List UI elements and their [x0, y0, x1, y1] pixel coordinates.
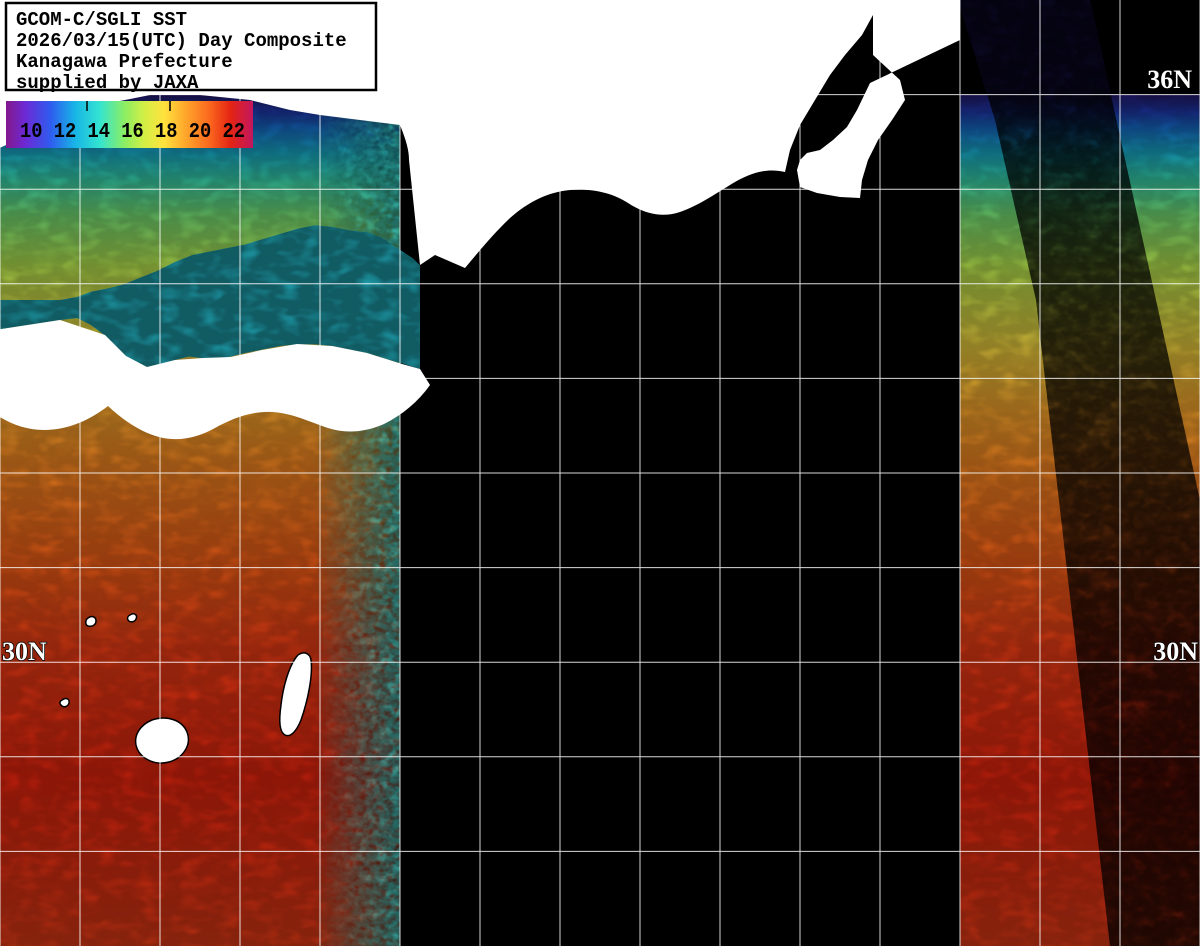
svg-text:30N: 30N [2, 637, 47, 666]
svg-text:supplied by JAXA: supplied by JAXA [16, 72, 199, 94]
svg-text:10 12 14 16 18 20 22: 10 12 14 16 18 20 22 [20, 121, 245, 144]
svg-text:30N: 30N [1153, 637, 1198, 666]
svg-text:Kanagawa Prefecture: Kanagawa Prefecture [16, 51, 233, 73]
svg-text:36N: 36N [1147, 65, 1192, 94]
svg-text:GCOM-C/SGLI SST: GCOM-C/SGLI SST [16, 9, 187, 31]
svg-text:2026/03/15(UTC) Day Composite: 2026/03/15(UTC) Day Composite [16, 30, 347, 52]
svg-text:136E: 136E [485, 80, 506, 120]
